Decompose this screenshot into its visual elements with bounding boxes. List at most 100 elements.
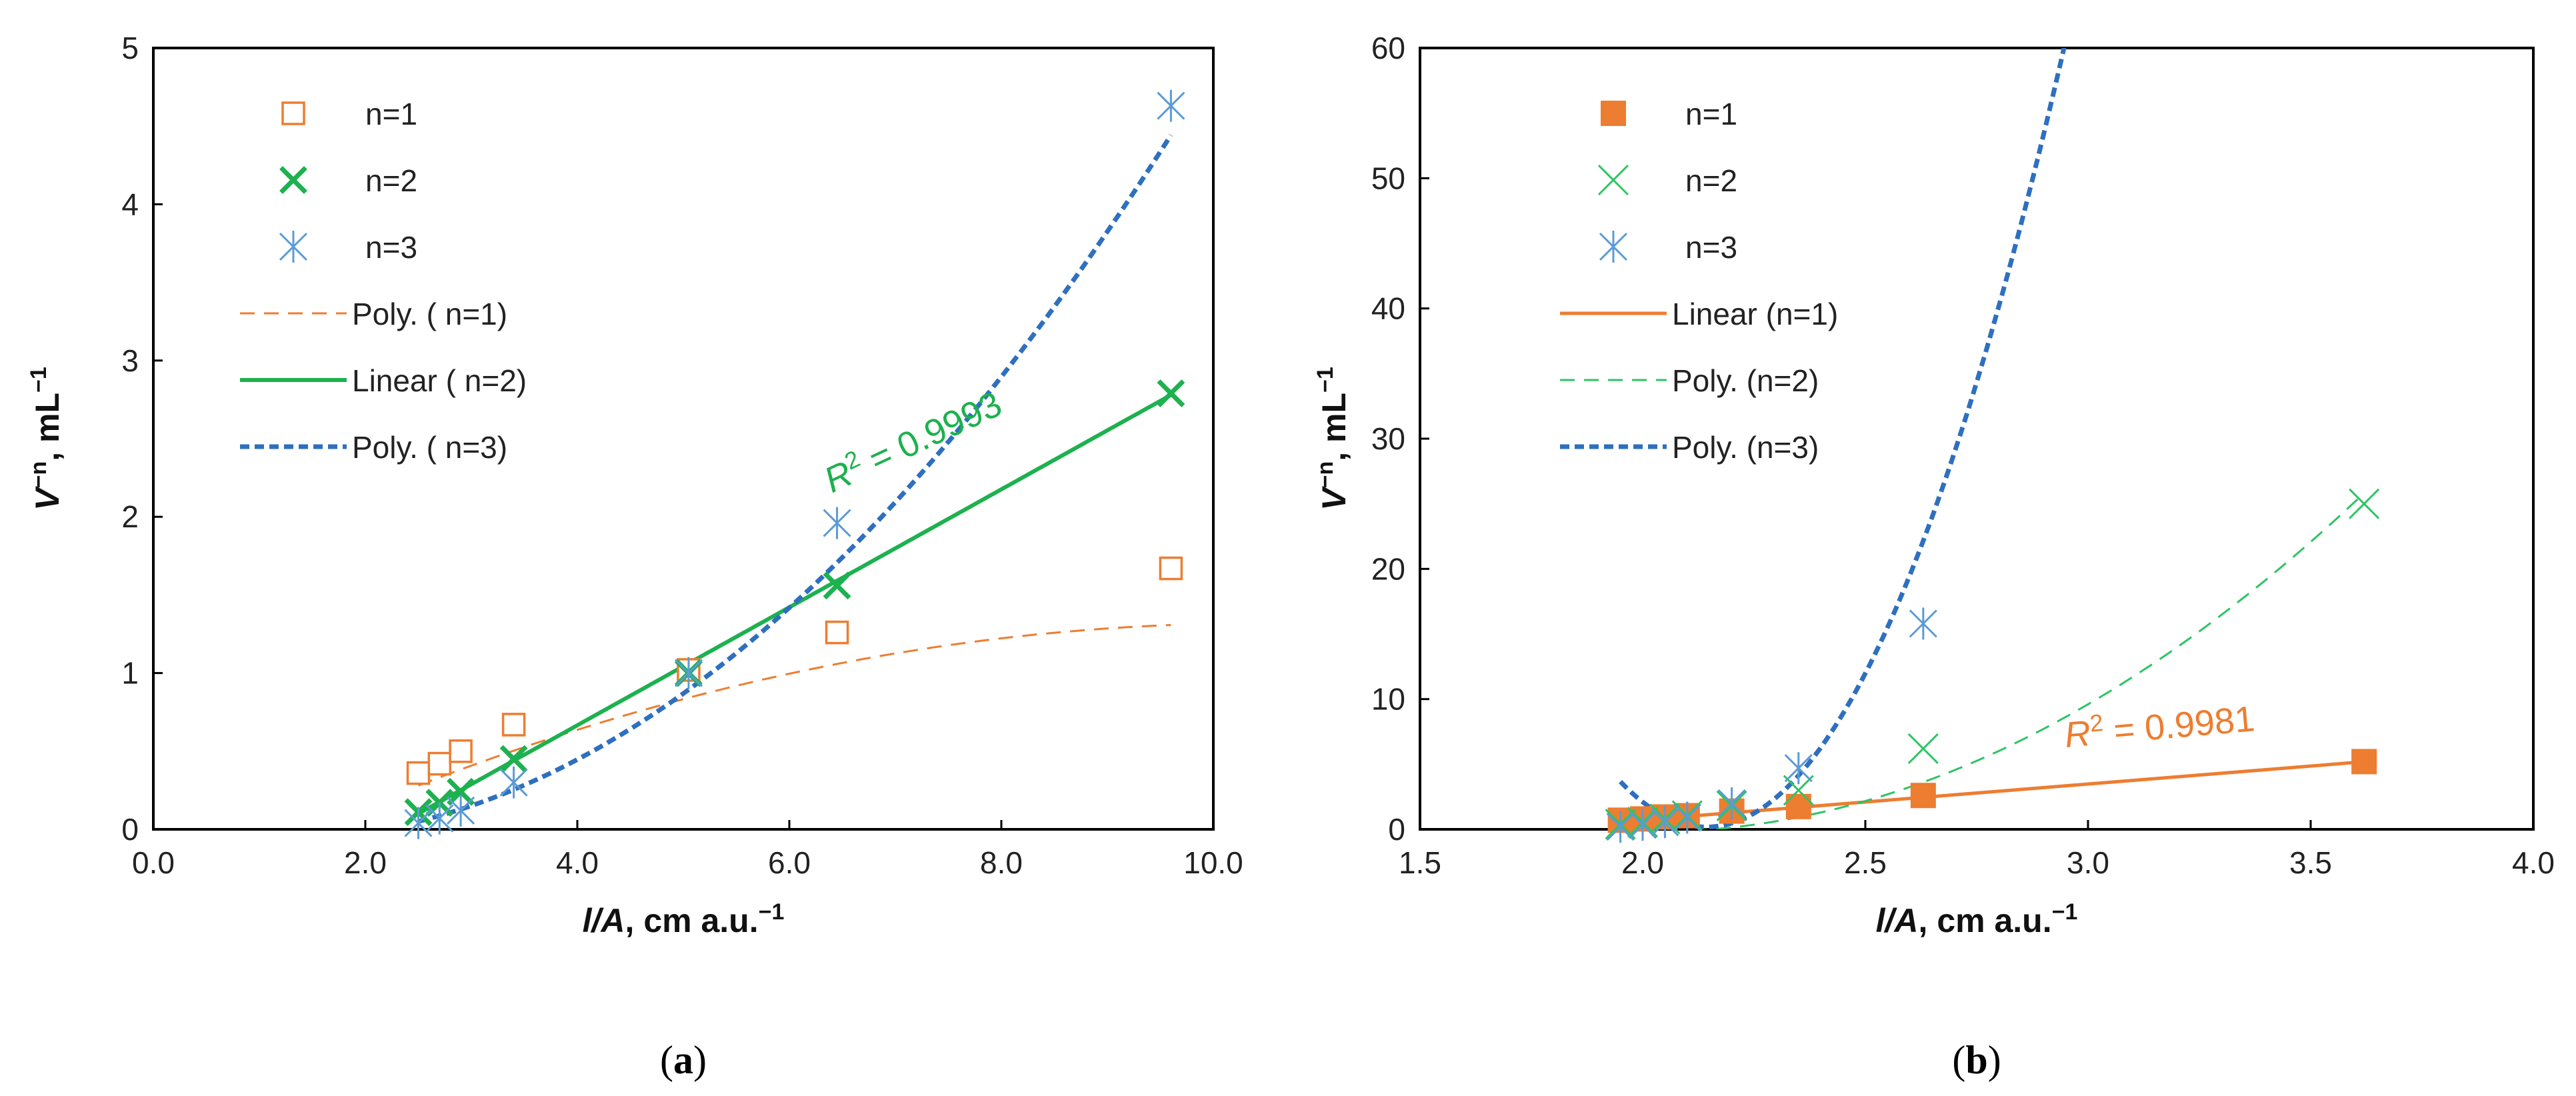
data-point	[825, 620, 849, 645]
legend-label-n3: n=3	[1685, 230, 1737, 265]
legend-symbol	[1599, 231, 1628, 263]
x-tick-label: 3.5	[2289, 845, 2332, 880]
legend-label-n2: n=2	[365, 163, 417, 198]
y-axis-ticks-b: 0 10 20 30 40 50 60	[1371, 31, 1429, 847]
y-tick-label: 30	[1371, 421, 1405, 456]
legend-symbol	[1601, 101, 1626, 126]
legend-marker-n1	[281, 101, 305, 125]
data-points-a	[404, 89, 1185, 839]
x-tick-label: 1.5	[1399, 845, 1441, 880]
legend-a: n=1 n=2 n=3 Poly. ( n=1) Linear ( n=2) P…	[240, 97, 527, 465]
data-point	[1651, 806, 1679, 839]
x-tick-label: 2.0	[1621, 845, 1664, 880]
x-tick-label: 2.0	[344, 845, 387, 880]
y-tick-label: 50	[1371, 161, 1405, 195]
legend-label-linear-n2: Linear ( n=2)	[352, 363, 527, 398]
data-point	[823, 571, 851, 600]
data-point	[406, 761, 431, 785]
x-tick-label: 4.0	[556, 845, 599, 880]
data-point	[1673, 801, 1701, 834]
data-point	[1907, 733, 1939, 764]
data-point	[1783, 775, 1814, 806]
chart-panel-b: 0 10 20 30 40 50 60 1.5 2.0 2.5 3.0 3.5 4.0 V−n, mL…	[1313, 31, 2555, 1082]
data-point	[2349, 488, 2380, 519]
y-axis-ticks-a: 0 1 2 3 4 5	[121, 31, 163, 847]
data-point	[449, 739, 473, 763]
legend-marker-n2	[279, 166, 307, 194]
x-tick-label: 6.0	[768, 845, 811, 880]
panel-label-a: (a)	[660, 1038, 707, 1082]
data-point	[499, 745, 528, 773]
data-point	[823, 507, 851, 539]
fit-line	[417, 393, 1172, 816]
legend-label-poly-n3: Poly. ( n=3)	[352, 430, 507, 465]
data-point	[1606, 811, 1635, 843]
panel-label-b: (b)	[1952, 1038, 2001, 1082]
y-tick-label: 3	[121, 343, 139, 378]
legend-label-poly-n1: Poly. ( n=1)	[352, 297, 507, 331]
data-point	[1910, 783, 1936, 809]
y-tick-label: 10	[1371, 682, 1405, 717]
r-squared-annotation-b: R2 = 0.9981	[2063, 695, 2256, 755]
data-point	[447, 794, 475, 827]
chart-panel-a: 0 1 2 3 4 5 0.0 2.0 4.0 6.0 8.0 10.0 V−n, mL−1 l/A…	[26, 31, 1243, 1082]
data-point	[2351, 749, 2377, 775]
legend-label-n1: n=1	[365, 97, 417, 131]
legend-marker-n3	[279, 231, 308, 263]
fit-lines-a	[417, 133, 1173, 824]
legend-symbol	[279, 166, 307, 194]
y-axis-title-a: V−n, mL−1	[26, 367, 66, 511]
data-point	[1157, 379, 1185, 407]
legend-label-poly-n3: Poly. (n=3)	[1672, 430, 1819, 465]
y-tick-label: 20	[1371, 551, 1405, 586]
legend-label-poly-n2: Poly. (n=2)	[1672, 363, 1819, 398]
data-point	[674, 657, 703, 689]
fit-line	[417, 624, 1171, 787]
legend-marker-n1	[1601, 101, 1626, 126]
x-axis-ticks-a: 0.0 2.0 4.0 6.0 8.0 10.0	[132, 820, 1243, 880]
data-point	[1717, 787, 1746, 819]
data-point	[427, 751, 452, 776]
y-tick-label: 40	[1371, 291, 1405, 326]
x-tick-label: 0.0	[132, 845, 175, 880]
y-tick-label: 60	[1371, 31, 1405, 65]
data-point	[425, 802, 454, 835]
legend-symbol	[1597, 164, 1629, 196]
x-tick-label: 2.5	[1844, 845, 1887, 880]
fit-line	[1619, 48, 2067, 829]
x-axis-title-b: l/A, cm a.u.−1	[1876, 899, 2078, 939]
fit-line	[417, 133, 1173, 824]
y-tick-label: 0	[1388, 812, 1405, 847]
legend-symbol	[281, 101, 305, 125]
data-point	[447, 777, 475, 806]
data-point	[501, 713, 526, 737]
legend-label-n3: n=3	[365, 230, 417, 265]
data-points-b	[1605, 488, 2380, 843]
data-point	[1157, 89, 1185, 122]
x-axis-ticks-b: 1.5 2.0 2.5 3.0 3.5 4.0	[1399, 820, 2555, 880]
legend-label-n2: n=2	[1685, 163, 1737, 198]
data-point	[1909, 607, 1937, 640]
data-point	[1784, 752, 1813, 785]
x-tick-label: 10.0	[1183, 845, 1243, 880]
x-tick-label: 3.0	[2067, 845, 2109, 880]
plot-frame-b	[1419, 47, 2535, 831]
y-axis-title-b: V−n, mL−1	[1313, 367, 1353, 511]
data-point	[1628, 809, 1657, 841]
legend-marker-n3	[1599, 231, 1628, 263]
x-tick-label: 8.0	[980, 845, 1023, 880]
y-tick-label: 0	[121, 812, 139, 847]
y-tick-label: 5	[121, 31, 139, 65]
legend-marker-n2	[1597, 164, 1629, 196]
legend-b: n=1 n=2 n=3 Linear (n=1) Poly. (n=2) Pol…	[1560, 97, 1838, 465]
legend-label-n1: n=1	[1685, 97, 1737, 131]
fit-line	[1699, 492, 2365, 829]
y-tick-label: 2	[121, 499, 139, 534]
plot-frame-a	[152, 47, 1215, 831]
legend-symbol	[279, 231, 308, 263]
y-tick-label: 4	[121, 187, 139, 221]
x-tick-label: 4.0	[2512, 845, 2555, 880]
data-point	[499, 766, 528, 799]
legend-label-linear-n1: Linear (n=1)	[1672, 297, 1838, 331]
